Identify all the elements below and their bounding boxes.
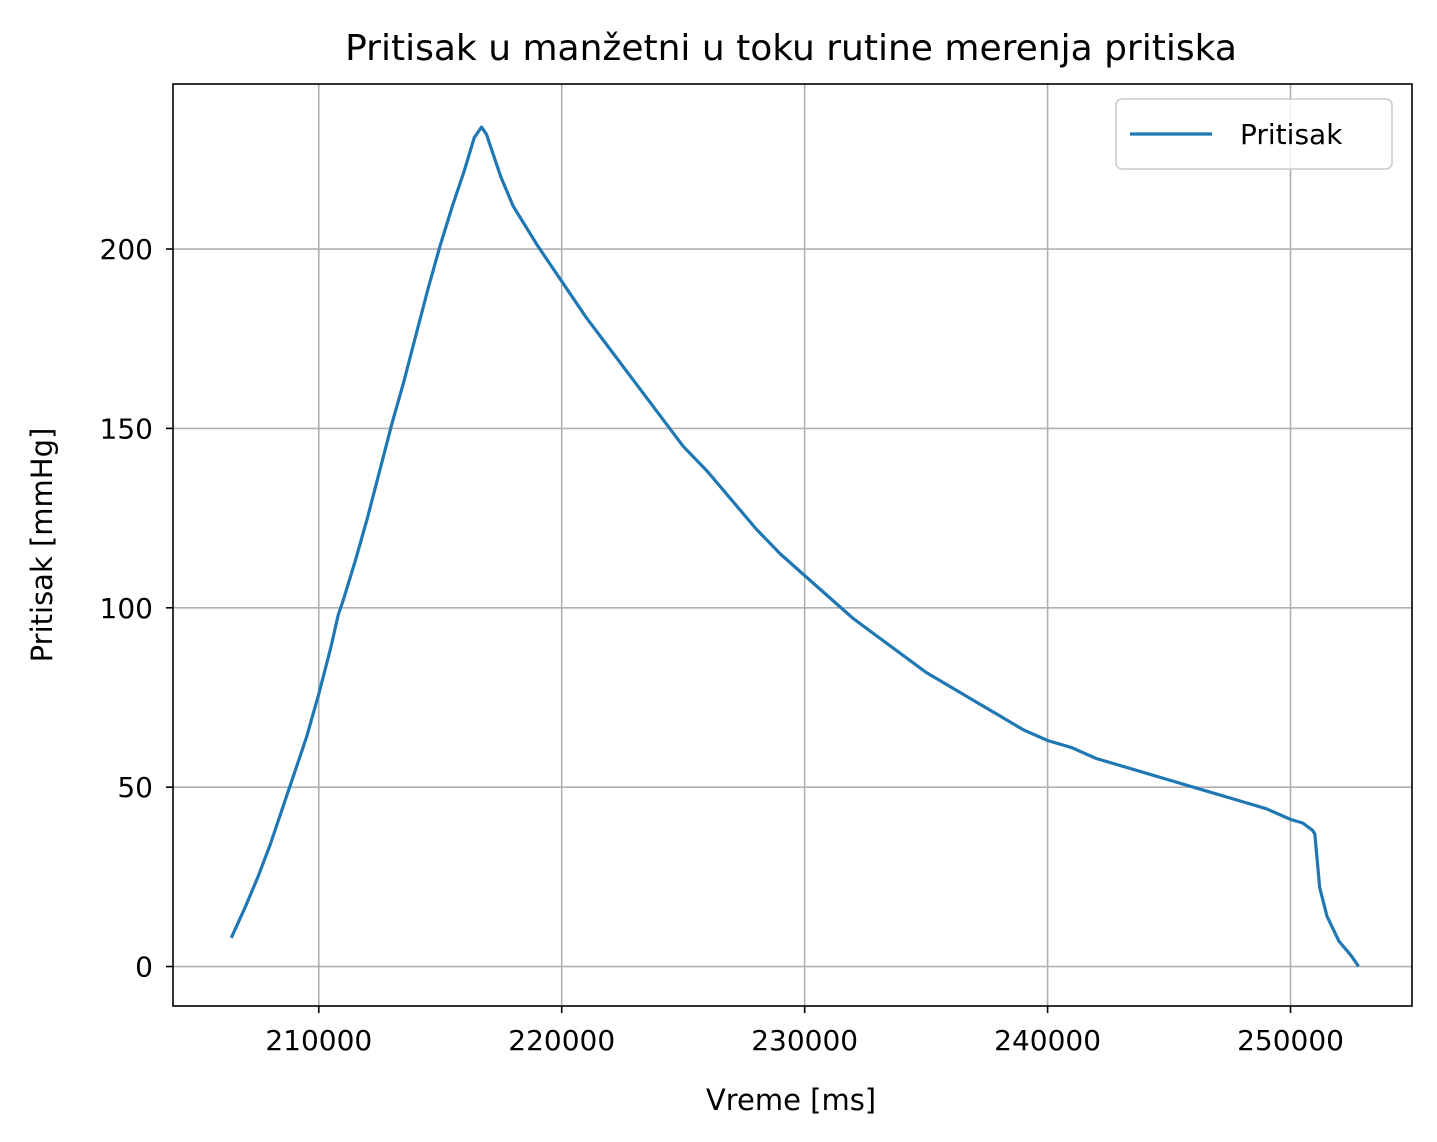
legend-label-pritisak: Pritisak (1240, 118, 1343, 151)
x-tick-label: 220000 (508, 1024, 615, 1057)
y-tick-label: 50 (117, 771, 153, 804)
x-tick-label: 250000 (1237, 1024, 1344, 1057)
y-tick-label: 150 (100, 412, 153, 445)
legend: Pritisak (1115, 98, 1393, 170)
plot-frame (172, 83, 1413, 1007)
x-tick-label: 210000 (265, 1024, 372, 1057)
legend-box (1115, 98, 1393, 170)
y-tick-label: 200 (100, 233, 153, 266)
x-axis-label: Vreme [ms] (706, 1083, 876, 1117)
x-tick-label: 230000 (751, 1024, 858, 1057)
x-tick-label: 240000 (994, 1024, 1101, 1057)
series-line-pritisak (229, 125, 1360, 968)
chart-title: Pritisak u manžetni u toku rutine merenj… (345, 28, 1237, 69)
grid-lines (173, 84, 1412, 1006)
y-axis-ticks: 0 50 100 150 200 (100, 233, 173, 984)
y-axis-label: Pritisak [mmHg] (25, 428, 59, 663)
x-axis-ticks: 210000 220000 230000 240000 250000 (265, 1006, 1344, 1057)
y-tick-label: 100 (100, 592, 153, 625)
y-tick-label: 0 (135, 951, 153, 984)
